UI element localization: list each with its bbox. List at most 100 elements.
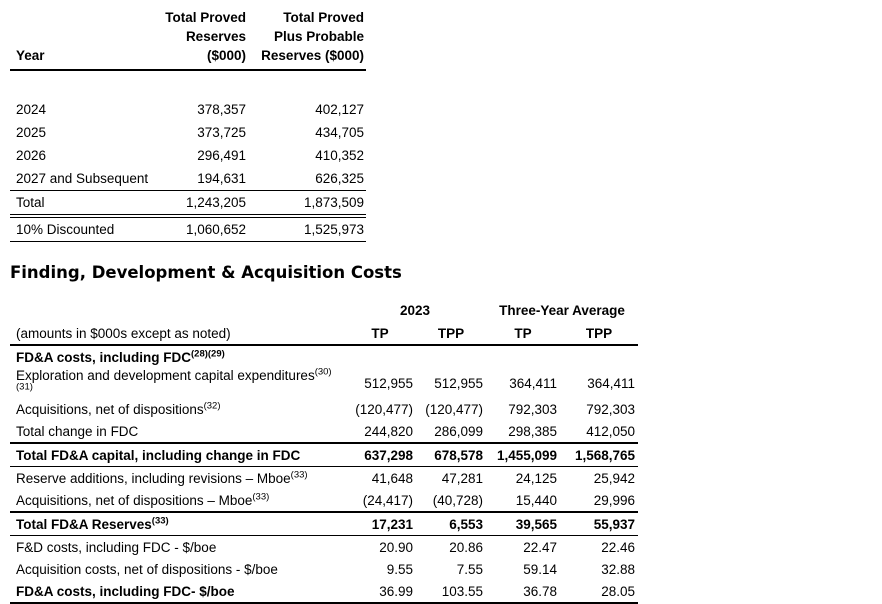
tpp-three-year-value: 25,942 <box>593 470 636 486</box>
sub-header-tp-three-year: TP <box>486 318 561 346</box>
footnote-reference: (30)(31) <box>16 366 332 393</box>
row-label-text: Reserve additions, including revisions –… <box>16 470 291 486</box>
tp-three-year-value <box>486 345 560 368</box>
header-line: Reserves ($000) <box>261 48 364 63</box>
tpp-three-year-value: 32.88 <box>601 561 636 577</box>
tp-value: 378,357 <box>197 102 246 117</box>
tp-2023-value: 637,298 <box>344 443 416 467</box>
footnote-reference: (32) <box>203 400 221 411</box>
fda-sub-header-row: (amounts in $000s except as noted) TP TP… <box>10 318 639 346</box>
row-label-text: Total change in FDC <box>16 423 139 439</box>
footnote-reference: (33) <box>290 469 308 480</box>
tp-value: 1,060,652 <box>152 216 248 242</box>
tp-2023-value: (120,477) <box>355 401 413 417</box>
amounts-note: (amounts in $000s except as noted) <box>10 318 344 346</box>
row-label: Total FD&A Reserves(33) <box>10 512 344 536</box>
tpp-value: 626,325 <box>248 167 366 191</box>
tpp-three-year-value: 412,050 <box>560 420 639 444</box>
tpp-value: 1,525,973 <box>248 216 366 242</box>
tpp-three-year-value: 55,937 <box>560 512 639 536</box>
tpp-2023-value: 286,099 <box>416 420 487 444</box>
table-row: FD&A costs, including FDC(28)(29) <box>10 345 638 368</box>
tpp-2023-value: 6,553 <box>416 512 487 536</box>
empty-header-cell <box>10 296 344 318</box>
tp-value: 296,491 <box>197 148 246 163</box>
row-label: 10% Discounted <box>10 216 152 242</box>
table-row: F&D costs, including FDC - $/boe 20.90 20.… <box>10 536 638 559</box>
sub-header-tp-2023: TP <box>344 318 416 346</box>
table-row: Total FD&A Reserves(33) 17,231 6,553 39,565… <box>10 512 639 536</box>
tpp-2023-value: 7.55 <box>456 561 484 577</box>
row-label-text: Total FD&A capital, including change in … <box>16 447 301 463</box>
header-line: Total Proved <box>283 10 364 25</box>
tpp-2023-value: 678,578 <box>416 443 487 467</box>
tp-value: 1,243,205 <box>152 190 248 218</box>
header-line: ($000) <box>206 48 246 63</box>
tpp-value: 434,705 <box>315 125 364 140</box>
tp-2023-value: (24,417) <box>344 489 416 513</box>
row-label-text: Acquisitions, net of dispositions – Mboe <box>16 492 253 508</box>
table-row: Total change in FDC 244,820 286,099 298,385… <box>10 420 639 444</box>
tpp-2023-value: (40,728) <box>416 489 487 513</box>
tpp-three-year-value: 22.46 <box>601 539 636 555</box>
tpp-2023-value: 512,955 <box>434 375 484 391</box>
tp-value: 194,631 <box>152 167 248 191</box>
tpp-2023-value: 47,281 <box>441 470 484 486</box>
reserves-table-body: 2024 378,357 402,127 2025 373,725 434,705 2026… <box>10 70 366 242</box>
tp-2023-value: 41,648 <box>371 470 413 486</box>
tpp-three-year-value: 792,303 <box>586 401 636 417</box>
row-label: Acquisitions, net of dispositions(32) <box>10 398 344 420</box>
tpp-2023-value: 20.86 <box>449 539 484 555</box>
row-label-text: F&D costs, including FDC - $/boe <box>16 539 217 555</box>
group-header-three-year-average: Three-Year Average <box>499 303 625 318</box>
sub-header-tpp-2023: TPP <box>416 318 487 346</box>
row-label: 2025 <box>16 125 47 140</box>
tp-three-year-value: 59.14 <box>523 561 558 577</box>
reserves-header-row: Year Total Proved Reserves ($000) Total … <box>10 8 366 71</box>
group-header-2023: 2023 <box>399 303 431 318</box>
tp-2023-value: 244,820 <box>344 420 416 444</box>
row-label: Total FD&A capital, including change in … <box>10 443 344 467</box>
row-label: F&D costs, including FDC - $/boe <box>10 536 344 559</box>
tpp-three-year-value: 28.05 <box>560 580 639 604</box>
tp-three-year-value: 1,455,099 <box>486 443 561 467</box>
row-label-text: Acquisitions, net of dispositions <box>16 401 204 417</box>
tp-2023-value: 20.90 <box>379 539 413 555</box>
tp-2023-value: 36.99 <box>344 580 416 604</box>
table-row: Acquisition costs, net of dispositions -… <box>10 558 638 580</box>
row-label: FD&A costs, including FDC(28)(29) <box>10 345 344 368</box>
tp-three-year-value: 22.47 <box>523 539 558 555</box>
tpp-three-year-value <box>560 345 638 368</box>
table-row: Acquisitions, net of dispositions – Mboe… <box>10 489 639 513</box>
fda-table-body: FD&A costs, including FDC(28)(29) Explora… <box>10 345 639 604</box>
tp-three-year-value: 364,411 <box>509 375 558 391</box>
total-proved-column-header: Total Proved Reserves ($000) <box>152 8 248 71</box>
header-line: Plus Probable <box>273 29 364 44</box>
tpp-value: 1,873,509 <box>248 190 366 218</box>
row-label: 2026 <box>16 148 47 163</box>
tpp-2023-value <box>416 345 486 368</box>
tp-three-year-value: 39,565 <box>486 512 561 536</box>
tpp-value: 410,352 <box>315 148 364 163</box>
table-row: Exploration and development capital expe… <box>10 366 638 398</box>
table-row: 2025 373,725 434,705 <box>10 121 366 144</box>
row-label: Total <box>10 190 152 218</box>
row-label: Total change in FDC <box>10 420 344 444</box>
row-label-text: Exploration and development capital expe… <box>16 368 315 383</box>
header-line: Reserves <box>185 29 246 44</box>
row-label: Exploration and development capital expe… <box>10 366 344 398</box>
tp-2023-value: 9.55 <box>386 561 413 577</box>
table-row: Total FD&A capital, including change in … <box>10 443 639 467</box>
tpp-three-year-value: 1,568,765 <box>560 443 639 467</box>
tp-three-year-value: 24,125 <box>515 470 558 486</box>
row-label: Reserve additions, including revisions –… <box>10 467 344 490</box>
tp-three-year-value: 298,385 <box>486 420 561 444</box>
fda-group-header-row: 2023 Three-Year Average <box>10 296 638 318</box>
footnote-reference: (28)(29) <box>191 348 225 359</box>
row-label-text: FD&A costs, including FDC- $/boe <box>16 583 235 599</box>
row-label-text: Acquisition costs, net of dispositions -… <box>16 561 278 577</box>
year-column-header: Year <box>10 8 152 71</box>
tpp-2023-value: 103.55 <box>416 580 487 604</box>
tp-three-year-value: 36.78 <box>486 580 561 604</box>
table-row: Total 1,243,205 1,873,509 <box>10 190 366 218</box>
